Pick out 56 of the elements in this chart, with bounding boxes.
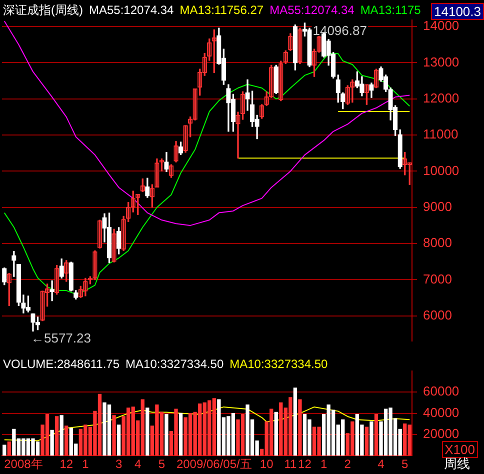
x-tick-label: 12 [60,457,74,472]
x-tick-label: 5 [402,457,409,472]
bar [364,426,369,456]
text: MA13:1175 [360,3,421,17]
text: MA10:3327334.50 [230,357,328,371]
x-tick-label: 3 [115,457,122,472]
text: X100 [442,441,478,458]
annotation: 14096.87 [312,23,367,38]
bar [370,421,374,456]
x-tick-label: 10 [260,457,274,472]
y-tick-label: 20000 [423,426,460,442]
bar [293,388,298,456]
y-tick-label: 8000 [423,235,452,250]
y-tick-label: 40000 [423,404,460,420]
x-tick-label: 11 [284,457,297,472]
y-tick-label: 13000 [423,54,460,70]
x-tick-label: 12 [298,457,312,472]
bar [374,414,378,456]
bar [112,415,116,456]
bar [60,415,64,456]
x-tick-label: 2008年 [4,457,43,472]
annotation: ←5577.23 [30,330,91,346]
bar [146,408,150,456]
x-tick-label: 2009/06/05/五 [176,457,252,472]
bar [116,424,121,456]
y-tick-label: 12000 [423,90,460,106]
bar [164,414,168,456]
y-tick-label: 14000 [423,18,460,34]
x-tick-label: 2 [344,457,352,472]
x-tick-label: 1 [320,457,328,472]
bar [274,412,278,456]
text: 周线 [444,455,470,473]
chart-title: 深证成指(周线) [3,3,83,17]
text: 14100.3 [431,3,484,20]
bar [2,444,6,456]
bar [54,416,59,456]
annotation: MA10:3327334.50 [126,357,224,371]
bar [178,412,183,456]
x-tick-label: 4 [378,457,385,472]
y-tick-label: 7000 [423,271,452,286]
bar [64,426,68,456]
bar [298,399,302,456]
y-tick-label: 10000 [423,162,460,178]
x-tick-label: 5 [158,457,166,472]
y-tick-label: 11000 [423,126,458,142]
text: MA13:11756.27 [180,3,264,17]
y-tick-label: 6000 [423,307,452,322]
text: MA55:12074.34 [89,3,174,17]
text: VOLUME:2848611.75 [3,357,120,371]
bar [7,442,11,456]
y-tick-label: 60000 [423,384,460,399]
x-tick-label: 4 [134,457,142,472]
y-tick-label: 9000 [423,198,452,214]
x-tick-label: 1 [82,457,90,472]
bar [50,430,54,456]
text: MA55:12074.34 [270,3,354,17]
